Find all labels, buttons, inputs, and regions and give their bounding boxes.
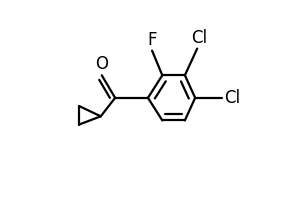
Text: O: O (95, 55, 108, 73)
Text: Cl: Cl (224, 89, 240, 107)
Text: F: F (147, 31, 157, 49)
Text: Cl: Cl (191, 28, 207, 47)
